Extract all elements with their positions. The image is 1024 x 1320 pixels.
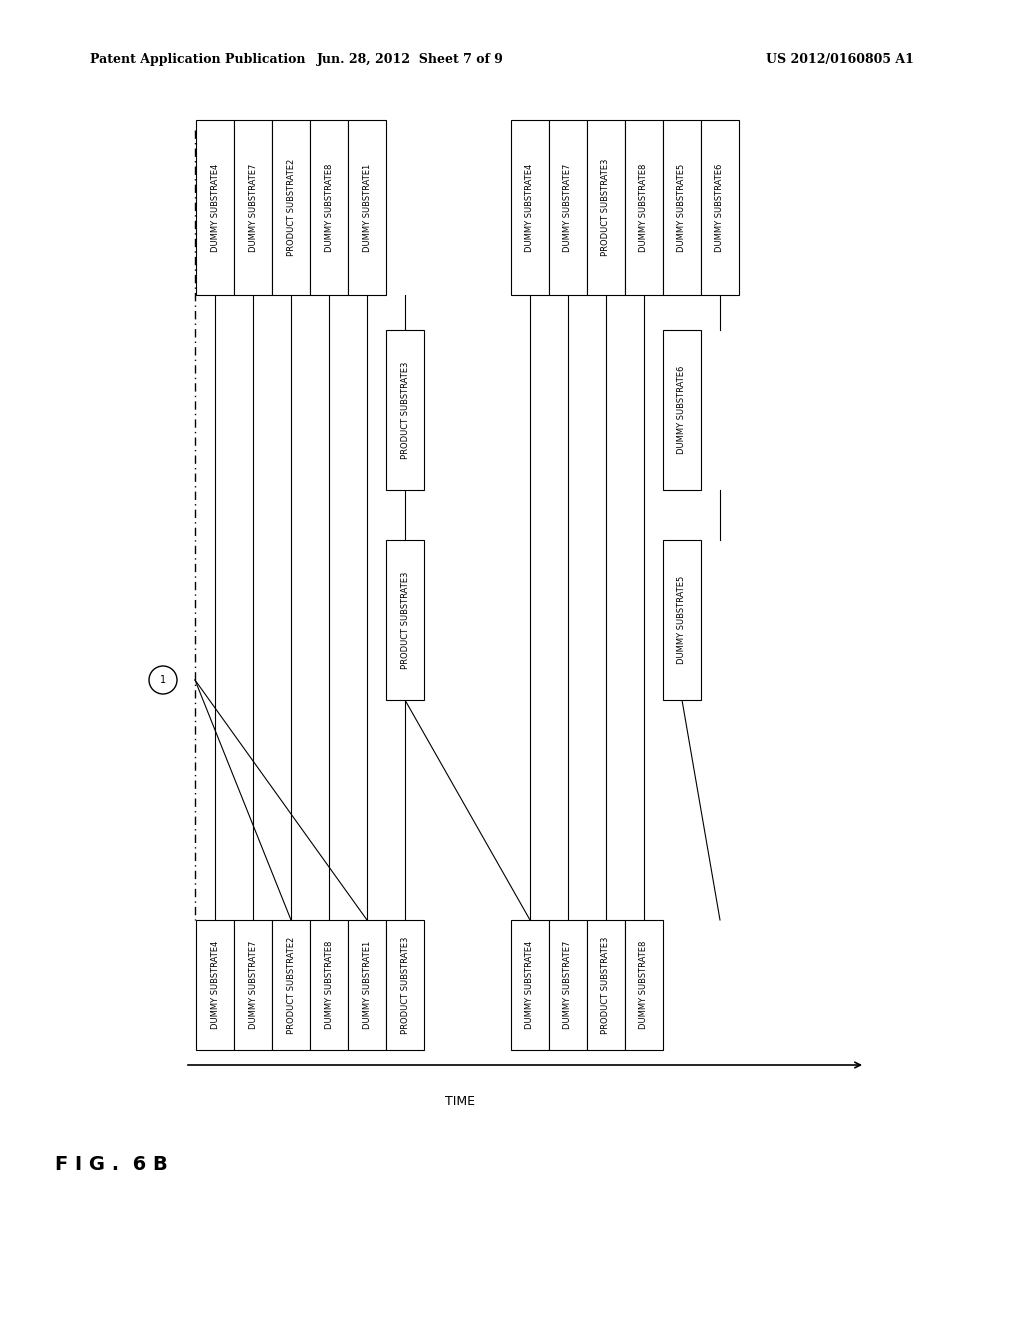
Text: DUMMY SUBSTRATE7: DUMMY SUBSTRATE7 [249, 941, 257, 1030]
Text: PRODUCT SUBSTRATE3: PRODUCT SUBSTRATE3 [601, 936, 610, 1034]
Bar [348, 120, 386, 294]
Bar [663, 540, 701, 700]
Bar [386, 540, 424, 700]
Bar [348, 920, 386, 1049]
Text: DUMMY SUBSTRATE4: DUMMY SUBSTRATE4 [525, 941, 535, 1030]
Bar [549, 920, 587, 1049]
Bar [196, 920, 234, 1049]
Bar [587, 120, 625, 294]
Text: PRODUCT SUBSTRATE3: PRODUCT SUBSTRATE3 [601, 158, 610, 256]
Text: DUMMY SUBSTRATE7: DUMMY SUBSTRATE7 [563, 164, 572, 252]
Bar [310, 920, 348, 1049]
Text: DUMMY SUBSTRATE7: DUMMY SUBSTRATE7 [563, 941, 572, 1030]
Text: PRODUCT SUBSTRATE3: PRODUCT SUBSTRATE3 [400, 362, 410, 458]
Text: DUMMY SUBSTRATE1: DUMMY SUBSTRATE1 [362, 941, 372, 1030]
Bar [663, 120, 701, 294]
Text: PRODUCT SUBSTRATE3: PRODUCT SUBSTRATE3 [400, 572, 410, 669]
Bar [587, 920, 625, 1049]
Text: DUMMY SUBSTRATE8: DUMMY SUBSTRATE8 [640, 941, 648, 1030]
Text: DUMMY SUBSTRATE4: DUMMY SUBSTRATE4 [211, 941, 219, 1030]
Bar [549, 120, 587, 294]
Text: DUMMY SUBSTRATE4: DUMMY SUBSTRATE4 [525, 164, 535, 252]
Text: DUMMY SUBSTRATE7: DUMMY SUBSTRATE7 [249, 164, 257, 252]
Text: DUMMY SUBSTRATE8: DUMMY SUBSTRATE8 [325, 941, 334, 1030]
Bar [234, 120, 272, 294]
Text: DUMMY SUBSTRATE4: DUMMY SUBSTRATE4 [211, 164, 219, 252]
Bar [625, 920, 663, 1049]
Text: DUMMY SUBSTRATE5: DUMMY SUBSTRATE5 [678, 164, 686, 252]
Text: DUMMY SUBSTRATE8: DUMMY SUBSTRATE8 [325, 164, 334, 252]
Bar [511, 120, 549, 294]
Bar [386, 920, 424, 1049]
Bar [272, 920, 310, 1049]
Bar [310, 120, 348, 294]
Text: 1: 1 [160, 675, 166, 685]
Bar [663, 330, 701, 490]
Text: DUMMY SUBSTRATE6: DUMMY SUBSTRATE6 [716, 164, 725, 252]
Text: PRODUCT SUBSTRATE3: PRODUCT SUBSTRATE3 [400, 936, 410, 1034]
Text: TIME: TIME [445, 1096, 475, 1107]
Text: Patent Application Publication: Patent Application Publication [90, 54, 305, 66]
Text: PRODUCT SUBSTRATE2: PRODUCT SUBSTRATE2 [287, 158, 296, 256]
Text: US 2012/0160805 A1: US 2012/0160805 A1 [766, 54, 914, 66]
Bar [196, 120, 234, 294]
Text: Jun. 28, 2012  Sheet 7 of 9: Jun. 28, 2012 Sheet 7 of 9 [316, 54, 504, 66]
Text: DUMMY SUBSTRATE6: DUMMY SUBSTRATE6 [678, 366, 686, 454]
Text: DUMMY SUBSTRATE5: DUMMY SUBSTRATE5 [678, 576, 686, 664]
Bar [701, 120, 739, 294]
Text: DUMMY SUBSTRATE1: DUMMY SUBSTRATE1 [362, 164, 372, 252]
Text: F I G .  6 B: F I G . 6 B [55, 1155, 168, 1173]
Text: PRODUCT SUBSTRATE2: PRODUCT SUBSTRATE2 [287, 936, 296, 1034]
Bar [272, 120, 310, 294]
Bar [625, 120, 663, 294]
Bar [234, 920, 272, 1049]
Bar [386, 330, 424, 490]
Text: DUMMY SUBSTRATE8: DUMMY SUBSTRATE8 [640, 164, 648, 252]
Bar [511, 920, 549, 1049]
